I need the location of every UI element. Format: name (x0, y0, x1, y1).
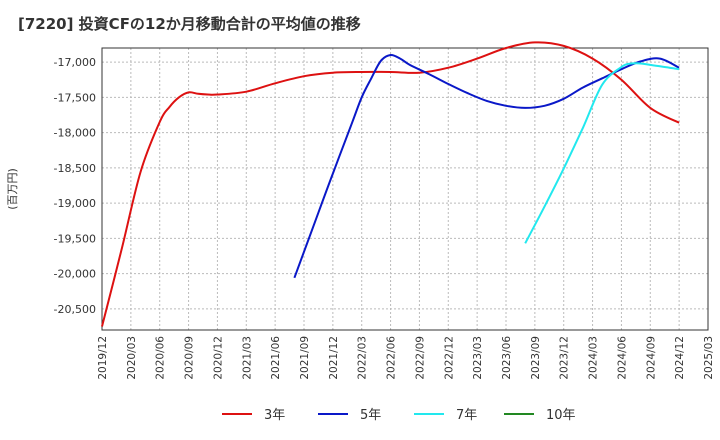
x-tick-label: 2020/12 (212, 336, 224, 380)
x-tick-label: 2024/09 (645, 336, 657, 380)
y-axis-label: (百万円) (6, 168, 19, 210)
x-tick-label: 2023/12 (559, 336, 571, 380)
x-tick-label: 2024/03 (588, 336, 600, 380)
legend-label-0: 3年 (264, 408, 285, 423)
x-tick-label: 2025/03 (703, 336, 715, 380)
y-tick-label: -20,000 (54, 268, 96, 281)
legend-label-3: 10年 (546, 408, 576, 423)
x-tick-label: 2023/03 (472, 336, 484, 380)
x-tick-label: 2022/03 (357, 336, 369, 380)
legend-label-1: 5年 (360, 408, 381, 423)
y-tick-label: -19,500 (54, 232, 96, 245)
series-line-2 (524, 62, 680, 244)
x-axis-ticks: 2019/12 2020/03 2020/06 2020/09 2020/12 2021/… (97, 336, 715, 380)
y-tick-label: -18,500 (54, 162, 96, 175)
legend: 3年 5年 7年 10年 (222, 408, 576, 423)
y-tick-label: -17,500 (54, 91, 96, 104)
y-tick-label: -20,500 (54, 303, 96, 316)
y-axis-ticks: -17,000 -17,500 -18,000 -18,500 -19,000 -19,5… (54, 56, 96, 316)
series-line-0 (101, 41, 680, 327)
series-line-1 (293, 53, 680, 279)
x-tick-label: 2019/12 (97, 336, 109, 380)
x-tick-label: 2021/09 (299, 336, 311, 380)
chart-title: [7220] 投資CFの12か月移動合計の平均値の推移 (18, 15, 361, 33)
x-tick-label: 2024/06 (616, 336, 628, 380)
x-tick-label: 2022/12 (443, 336, 455, 380)
legend-label-2: 7年 (456, 408, 477, 423)
x-tick-label: 2020/06 (155, 336, 167, 380)
x-tick-label: 2020/09 (184, 336, 196, 380)
y-tick-label: -17,000 (54, 56, 96, 69)
y-tick-label: -18,000 (54, 127, 96, 140)
x-tick-label: 2023/06 (501, 336, 513, 380)
x-tick-label: 2020/03 (126, 336, 138, 380)
x-tick-label: 2024/12 (674, 336, 686, 380)
x-tick-label: 2022/09 (414, 336, 426, 380)
x-tick-label: 2021/03 (241, 336, 253, 380)
plot-frame (101, 47, 709, 331)
x-tick-label: 2021/12 (328, 336, 340, 380)
y-tick-label: -19,000 (54, 197, 96, 210)
series-lines (101, 41, 680, 327)
x-tick-label: 2023/09 (530, 336, 542, 380)
x-tick-label: 2022/06 (386, 336, 398, 380)
grid-lines (101, 48, 709, 330)
x-tick-label: 2021/06 (270, 336, 282, 380)
